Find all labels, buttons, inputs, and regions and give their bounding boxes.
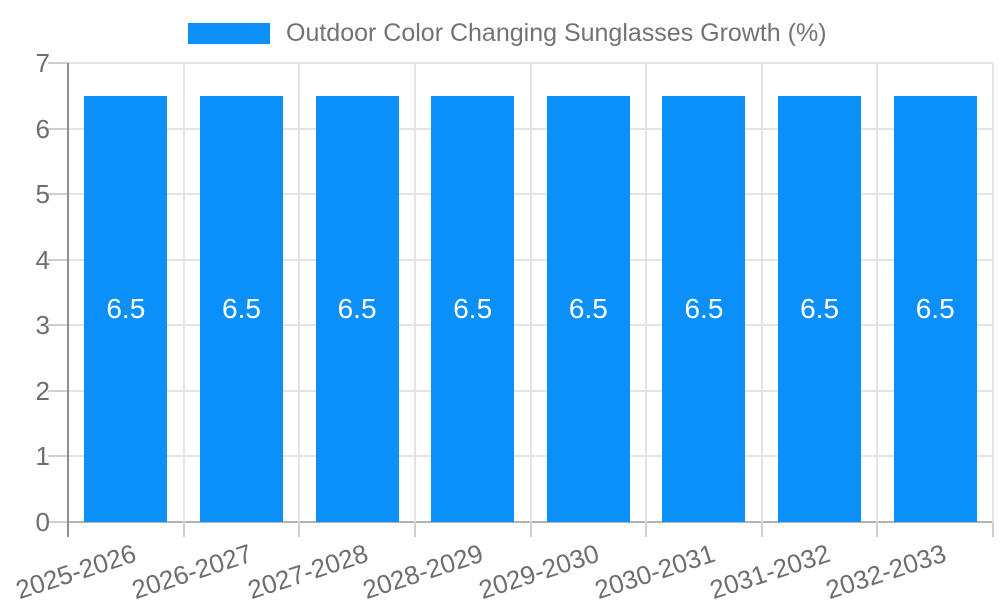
bar-value-label: 6.5 xyxy=(106,292,146,324)
y-axis-tick xyxy=(48,258,68,261)
x-axis-tick xyxy=(413,522,416,537)
x-axis-tick xyxy=(760,522,763,537)
y-axis-tick-label: 6 xyxy=(35,113,50,144)
x-boundary-gridline xyxy=(182,63,185,522)
y-axis-tick-label: 1 xyxy=(35,441,50,472)
bar-value-label: 6.5 xyxy=(915,292,955,324)
bar: 6.5 xyxy=(893,95,977,522)
x-boundary-gridline xyxy=(298,63,301,522)
legend-label: Outdoor Color Changing Sunglasses Growth… xyxy=(286,19,827,47)
bar: 6.5 xyxy=(778,95,862,522)
x-axis-tick-label: 2027-2028 xyxy=(243,538,372,600)
x-axis-tick xyxy=(529,522,532,537)
x-boundary-gridline xyxy=(645,63,648,522)
x-boundary-gridline xyxy=(413,63,416,522)
y-axis-tick xyxy=(48,127,68,130)
y-axis-tick xyxy=(48,521,68,523)
y-axis-tick-label: 0 xyxy=(35,507,50,537)
legend-swatch xyxy=(188,23,270,44)
x-axis-tick xyxy=(992,522,994,537)
bar-value-label: 6.5 xyxy=(568,292,608,324)
x-axis-tick-label: 2026-2027 xyxy=(128,538,256,600)
x-axis-tick-label: 2025-2026 xyxy=(12,538,141,600)
chart-legend: Outdoor Color Changing Sunglasses Growth… xyxy=(188,19,827,48)
x-axis-tick-label: 2029-2030 xyxy=(475,538,603,600)
y-axis-tick xyxy=(48,324,68,327)
y-axis-tick xyxy=(48,389,68,392)
y-axis-tick xyxy=(48,455,68,458)
y-axis-tick-label: 5 xyxy=(35,179,50,210)
x-boundary-gridline xyxy=(760,63,763,522)
bar: 6.5 xyxy=(199,95,283,522)
bar-value-label: 6.5 xyxy=(337,292,377,324)
bar-value-label: 6.5 xyxy=(453,292,493,324)
x-axis-tick xyxy=(876,522,879,537)
bar: 6.5 xyxy=(431,95,515,522)
bar-value-label: 6.5 xyxy=(221,292,261,324)
x-axis-tick xyxy=(645,522,648,537)
x-boundary-gridline xyxy=(992,63,994,522)
x-boundary-gridline xyxy=(876,63,879,522)
x-axis-tick-label: 2032-2033 xyxy=(821,538,950,600)
x-axis-tick-label: 2030-2031 xyxy=(590,538,719,600)
x-boundary-gridline xyxy=(529,63,532,522)
x-axis-tick xyxy=(298,522,301,537)
bar: 6.5 xyxy=(662,95,746,522)
bar-value-label: 6.5 xyxy=(684,292,724,324)
y-axis-tick-label: 7 xyxy=(35,48,50,78)
bar: 6.5 xyxy=(546,95,630,522)
x-axis-tick-label: 2028-2029 xyxy=(359,538,487,600)
y-axis-tick xyxy=(48,193,68,196)
bar: 6.5 xyxy=(315,95,399,522)
y-axis-line xyxy=(67,63,69,537)
x-axis-tick-label: 2031-2032 xyxy=(706,538,834,600)
bar: 6.5 xyxy=(84,95,168,522)
y-axis-tick-label: 3 xyxy=(35,310,50,341)
y-axis-tick xyxy=(48,62,68,64)
bar-value-label: 6.5 xyxy=(800,292,840,324)
y-axis-tick-label: 2 xyxy=(35,375,50,406)
y-axis-tick-label: 4 xyxy=(35,244,50,275)
x-axis-tick xyxy=(182,522,185,537)
